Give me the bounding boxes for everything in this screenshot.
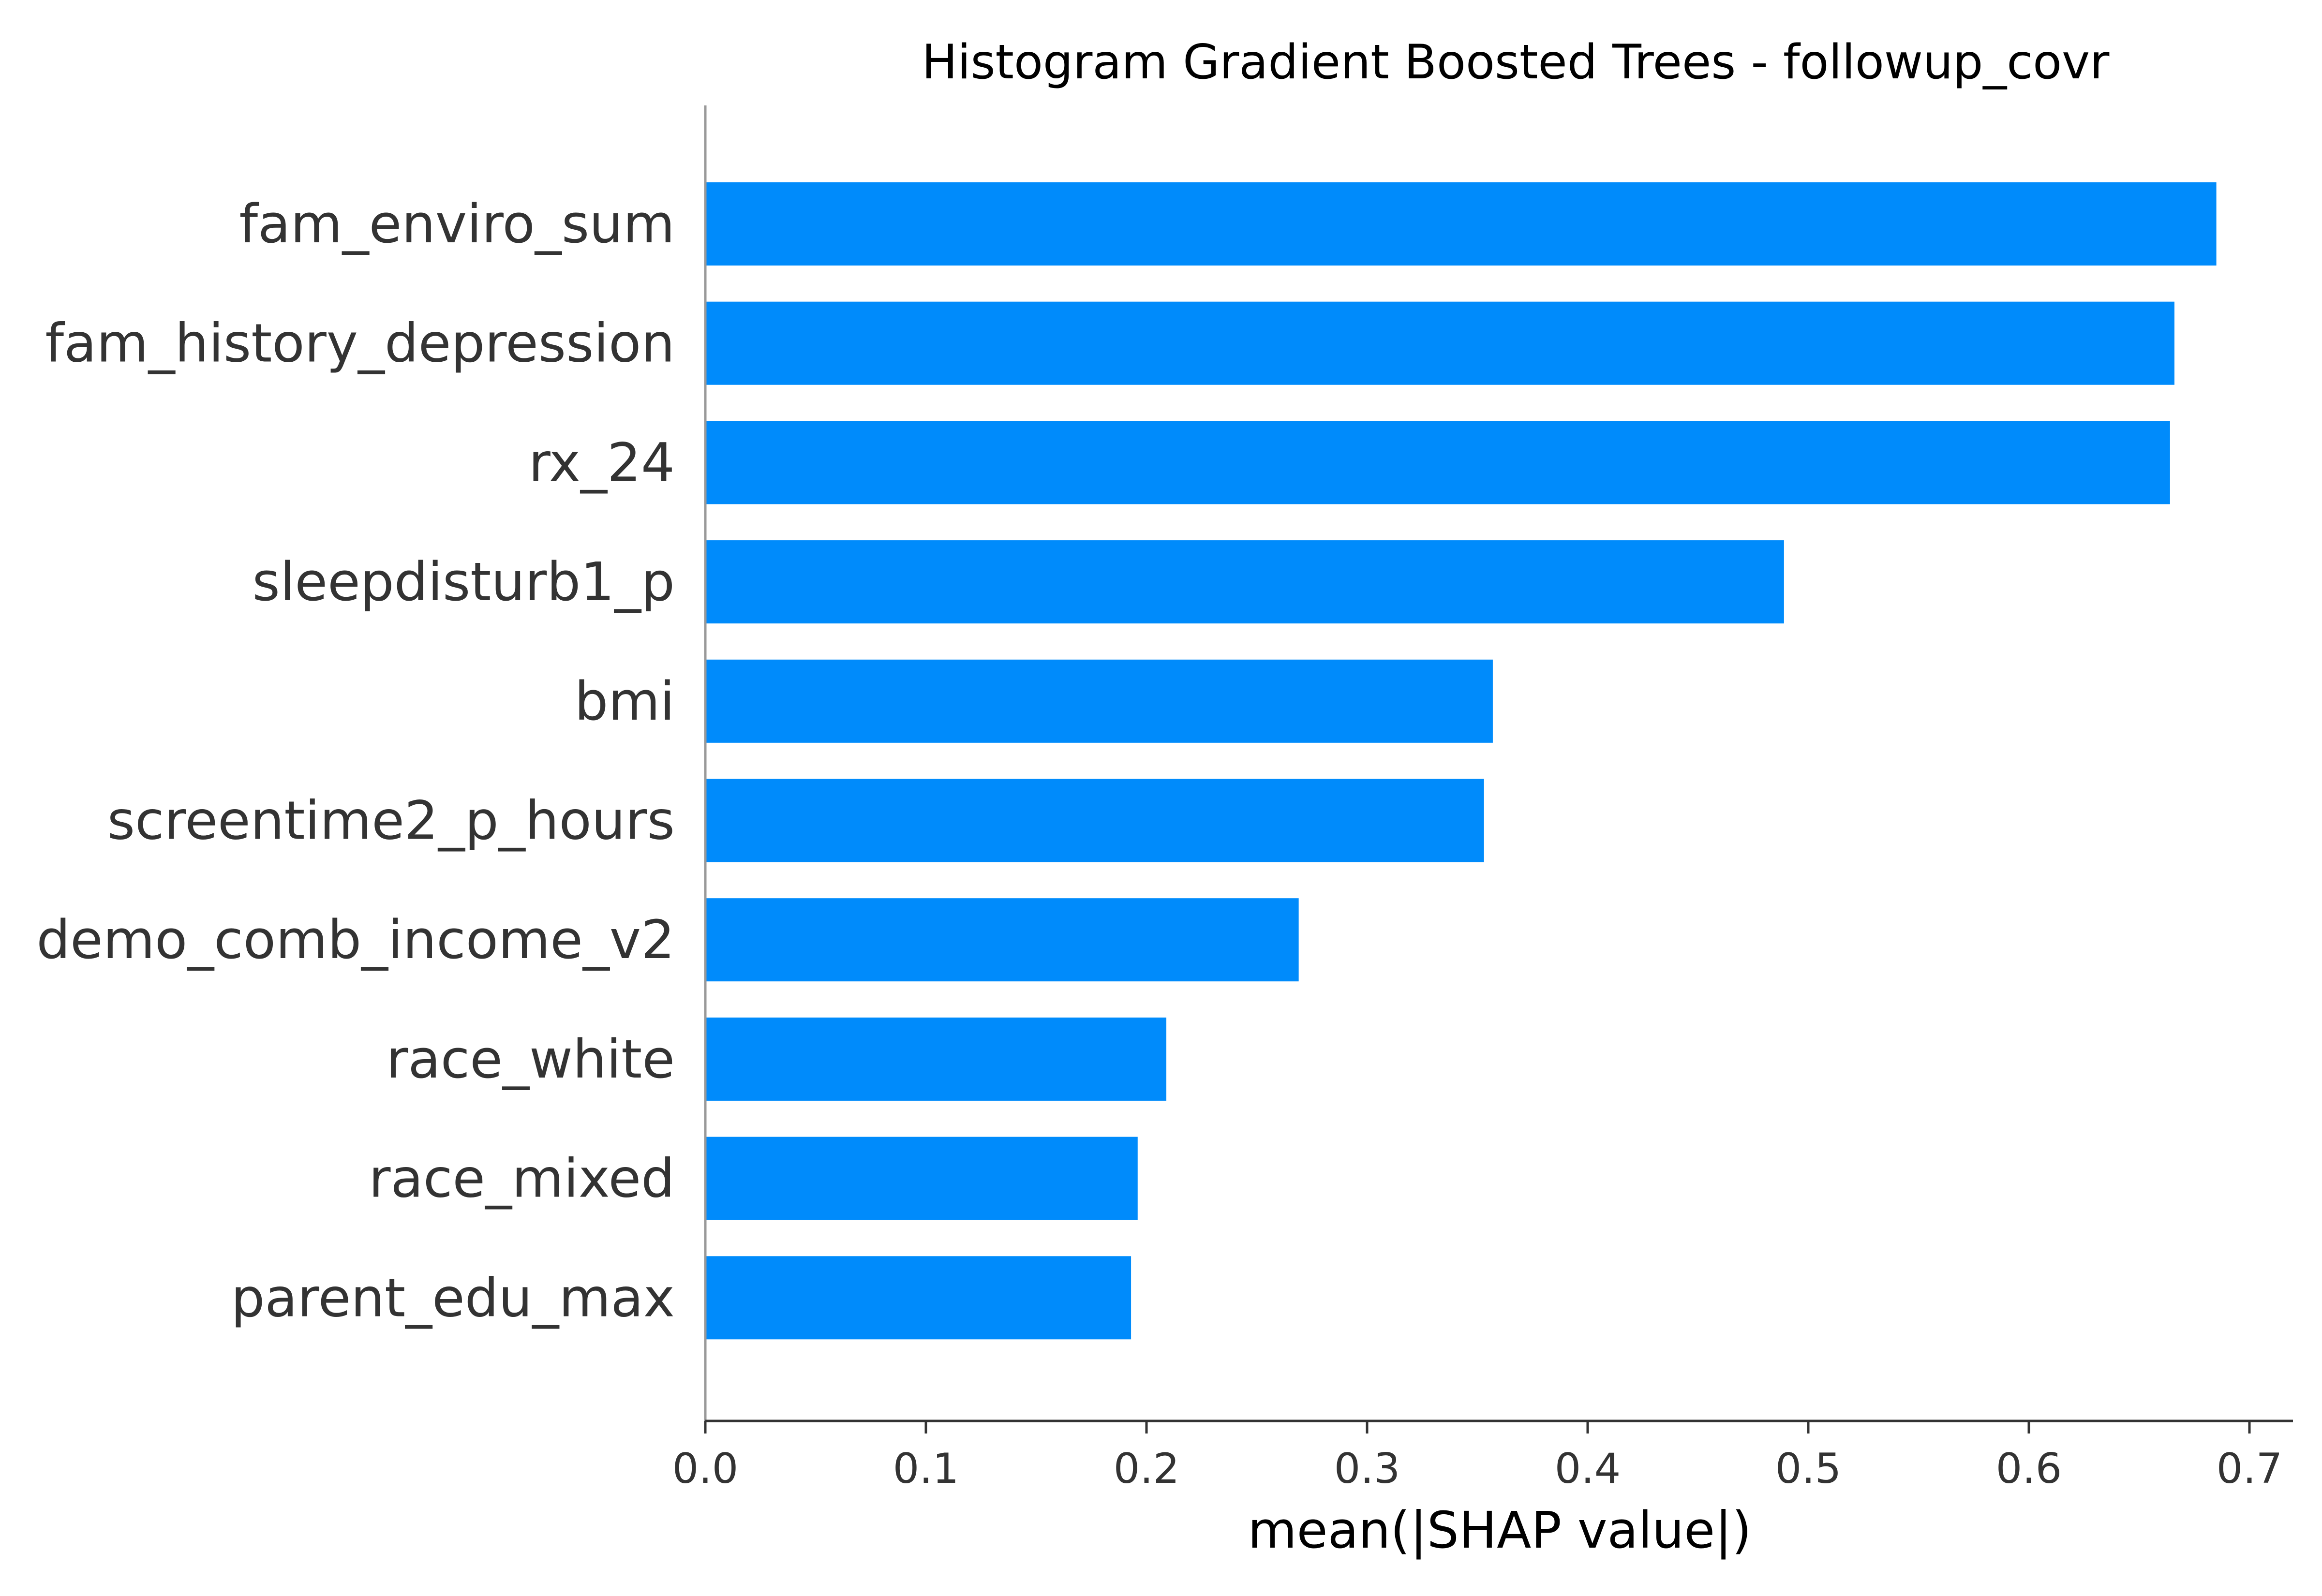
category-label: sleepdisturb1_p bbox=[253, 551, 675, 613]
bar-fam-enviro-sum bbox=[705, 182, 2217, 266]
x-tick-label: 0.5 bbox=[1775, 1445, 1842, 1493]
x-tick-label: 0.6 bbox=[1996, 1445, 2062, 1493]
category-label: parent_edu_max bbox=[231, 1267, 675, 1329]
x-tick-label: 0.0 bbox=[672, 1445, 739, 1493]
bar-demo-comb-income-v2 bbox=[705, 898, 1299, 982]
bar-bmi bbox=[705, 659, 1493, 743]
bar-fam-history-depression bbox=[705, 301, 2174, 385]
x-tick-label: 0.7 bbox=[2217, 1445, 2283, 1493]
category-label: screentime2_p_hours bbox=[107, 790, 675, 852]
bar-race-mixed bbox=[705, 1137, 1138, 1220]
category-label: bmi bbox=[574, 670, 675, 732]
x-axis-label: mean(|SHAP value|) bbox=[1248, 1501, 1751, 1560]
chart-title: Histogram Gradient Boosted Trees - follo… bbox=[922, 35, 2110, 90]
category-label: demo_comb_income_v2 bbox=[36, 909, 675, 971]
bars-group bbox=[705, 182, 2217, 1340]
x-axis-ticks: 0.0 0.1 0.2 0.3 0.4 0.5 0.6 0.7 bbox=[672, 1421, 2283, 1493]
x-tick-label: 0.3 bbox=[1334, 1445, 1400, 1493]
x-tick-label: 0.2 bbox=[1114, 1445, 1180, 1493]
bar-race-white bbox=[705, 1017, 1167, 1101]
x-tick-label: 0.4 bbox=[1555, 1445, 1621, 1493]
category-label: rx_24 bbox=[529, 431, 675, 493]
category-label: race_white bbox=[386, 1028, 675, 1090]
category-label: race_mixed bbox=[369, 1148, 675, 1210]
bar-sleepdisturb1-p bbox=[705, 540, 1784, 624]
bar-rx-24 bbox=[705, 421, 2170, 504]
bar-parent-edu-max bbox=[705, 1256, 1131, 1340]
category-label: fam_history_depression bbox=[45, 312, 675, 374]
category-label: fam_enviro_sum bbox=[239, 193, 675, 255]
x-tick-label: 0.1 bbox=[893, 1445, 959, 1493]
bar-screentime2-p-hours bbox=[705, 779, 1484, 862]
category-labels: fam_enviro_sum fam_history_depression rx_2… bbox=[36, 193, 675, 1329]
